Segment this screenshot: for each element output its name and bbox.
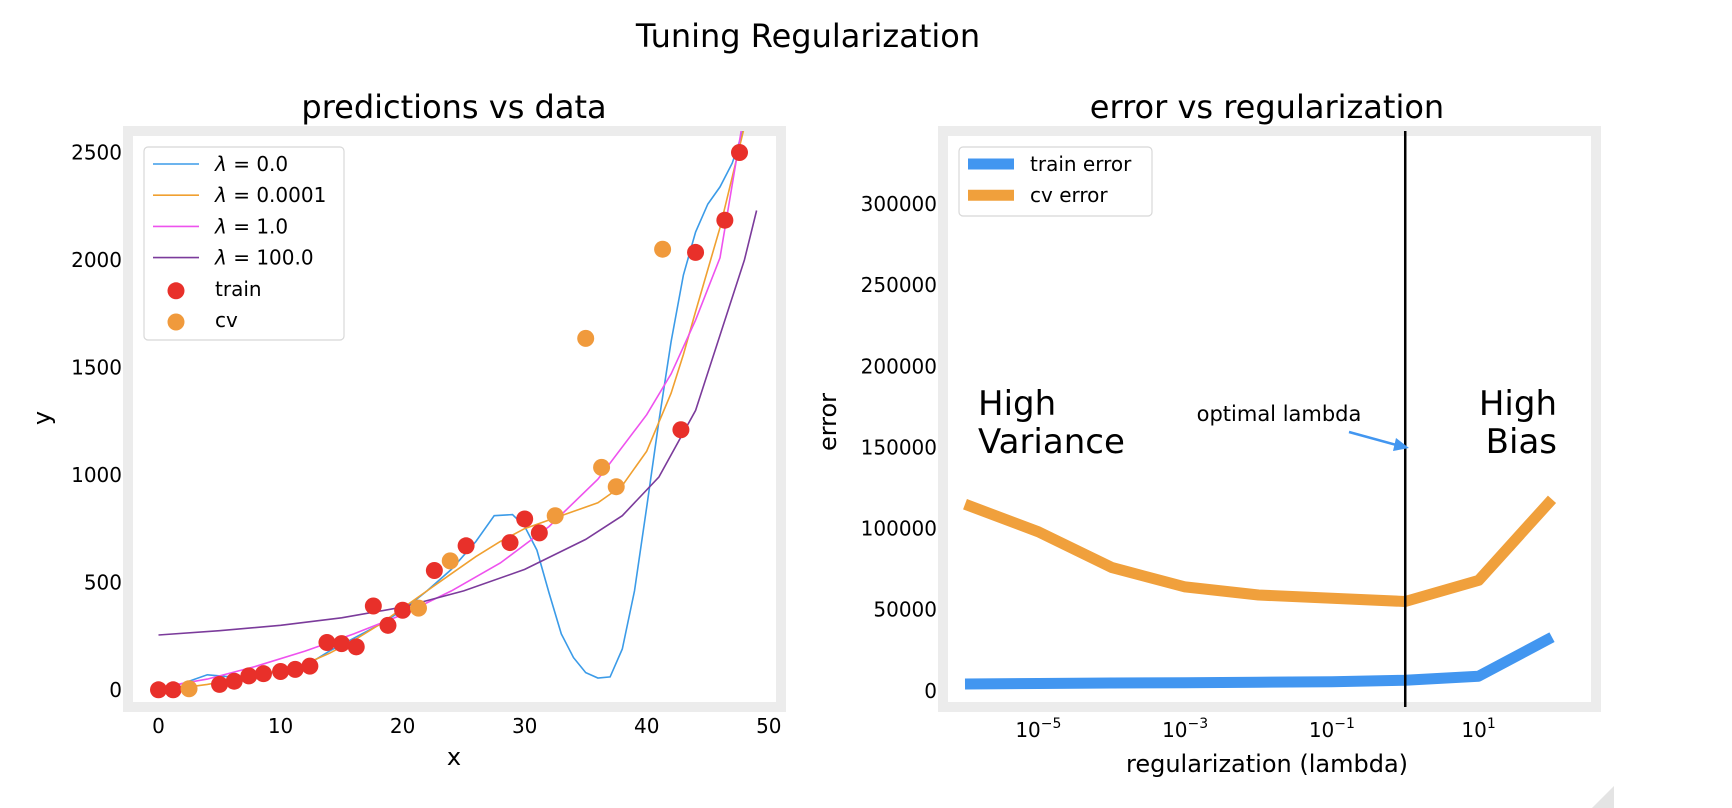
legend-label: λ = 100.0 [214, 246, 314, 270]
y-tick-label: 1000 [71, 463, 122, 487]
train-point [240, 667, 258, 685]
x-tick-label: 10−5 [1015, 716, 1061, 742]
chart-error: error vs regularization 10−5 10−3 10−1 101 … [814, 88, 1601, 778]
x-tick-label: 30 [512, 714, 537, 738]
y-axis-label: y [28, 411, 56, 425]
y-tick-label: 500 [84, 570, 122, 594]
train-point [425, 562, 443, 580]
y-tick-label: 250000 [861, 273, 937, 297]
fit-line [158, 210, 758, 636]
y-tick-label: 50000 [873, 598, 937, 622]
y-ticks: 0 50000 100000 150000 200000 250000 300000 [861, 192, 937, 703]
legend-label: train [215, 277, 262, 301]
data-points [150, 143, 749, 699]
cv-point [441, 552, 459, 570]
legend-label: λ = 0.0001 [214, 183, 326, 207]
annotation-bias-line2: Bias [1486, 422, 1557, 462]
legend-label: cv [215, 308, 238, 332]
legend-label: cv error [1030, 183, 1108, 207]
x-ticks: 10−5 10−3 10−1 101 [1015, 716, 1495, 742]
error-line [963, 495, 1557, 607]
annotation-arrow-head [1393, 438, 1409, 451]
y-axis-label: error [814, 393, 842, 451]
train-point [672, 421, 690, 439]
chart-title: predictions vs data [301, 88, 606, 126]
fit-line [158, 131, 742, 689]
train-point [286, 660, 304, 678]
train-point [150, 681, 168, 699]
train-point [731, 143, 749, 161]
y-tick-label: 2500 [71, 140, 122, 164]
figure-suptitle: Tuning Regularization [635, 17, 980, 55]
train-point [211, 675, 229, 693]
train-point [501, 534, 519, 552]
train-point [530, 524, 548, 542]
legend-label: train error [1030, 152, 1132, 176]
train-point [225, 672, 243, 690]
cv-point [654, 240, 672, 258]
y-tick-label: 1500 [71, 355, 122, 379]
y-tick-label: 150000 [861, 435, 937, 459]
train-point [716, 211, 734, 229]
x-tick-label: 0 [152, 714, 165, 738]
cv-point [409, 599, 427, 617]
x-tick-label: 10−3 [1162, 716, 1208, 742]
annotation-bias-line1: High [1479, 384, 1557, 424]
train-point [318, 634, 336, 652]
x-tick-label: 20 [390, 714, 415, 738]
legend-swatch [167, 313, 185, 331]
y-tick-label: 200000 [861, 354, 937, 378]
annotation-arrow-shaft [1348, 430, 1401, 448]
legend: λ = 0.0 λ = 0.0001 λ = 1.0 λ = 100.0 train cv [143, 146, 345, 341]
x-axis-label: regularization (lambda) [1126, 750, 1408, 778]
error-lines [963, 495, 1557, 690]
train-point [516, 510, 534, 528]
legend-label: λ = 0.0 [214, 152, 288, 176]
annotation-optimal-lambda: optimal lambda [1197, 402, 1362, 426]
legend-swatch [167, 282, 185, 300]
train-point [301, 657, 319, 675]
cv-point [180, 680, 198, 698]
y-tick-label: 2000 [71, 248, 122, 272]
x-tick-label: 40 [634, 714, 659, 738]
train-point [379, 616, 397, 634]
x-tick-label: 10 [268, 714, 293, 738]
legend-label: λ = 1.0 [214, 214, 288, 238]
plot-frame [938, 126, 1601, 712]
annotation-variance-line1: High [978, 384, 1056, 424]
train-point [457, 537, 475, 555]
annotations: High Variance High Bias optimal lambda [978, 384, 1557, 462]
train-point [272, 663, 290, 681]
cv-point [577, 329, 595, 347]
train-point [394, 601, 412, 619]
x-tick-label: 101 [1461, 716, 1495, 742]
train-point [254, 665, 272, 683]
y-tick-label: 0 [109, 678, 122, 702]
train-point [164, 681, 182, 699]
x-tick-label: 50 [756, 714, 781, 738]
cv-point [607, 478, 625, 496]
chart-predictions: predictions vs data 0 10 20 30 40 50 0 500 1000… [28, 88, 786, 771]
y-tick-label: 300000 [861, 192, 937, 216]
train-point [364, 597, 382, 615]
train-point [333, 635, 351, 653]
train-point [687, 243, 705, 261]
legend: train error cv error [958, 146, 1153, 217]
annotation-variance-line2: Variance [978, 422, 1125, 462]
x-ticks: 0 10 20 30 40 50 [152, 714, 781, 738]
x-axis-label: x [447, 743, 461, 771]
y-tick-label: 100000 [861, 517, 937, 541]
cv-point [546, 507, 564, 525]
cv-point [593, 458, 611, 476]
error-line [964, 632, 1555, 690]
train-point [347, 638, 365, 656]
y-tick-label: 0 [924, 679, 937, 703]
chart-title: error vs regularization [1090, 88, 1444, 126]
resize-corner-handle[interactable] [1592, 786, 1614, 808]
y-ticks: 0 500 1000 1500 2000 2500 [71, 140, 122, 701]
x-tick-label: 10−1 [1309, 716, 1355, 742]
